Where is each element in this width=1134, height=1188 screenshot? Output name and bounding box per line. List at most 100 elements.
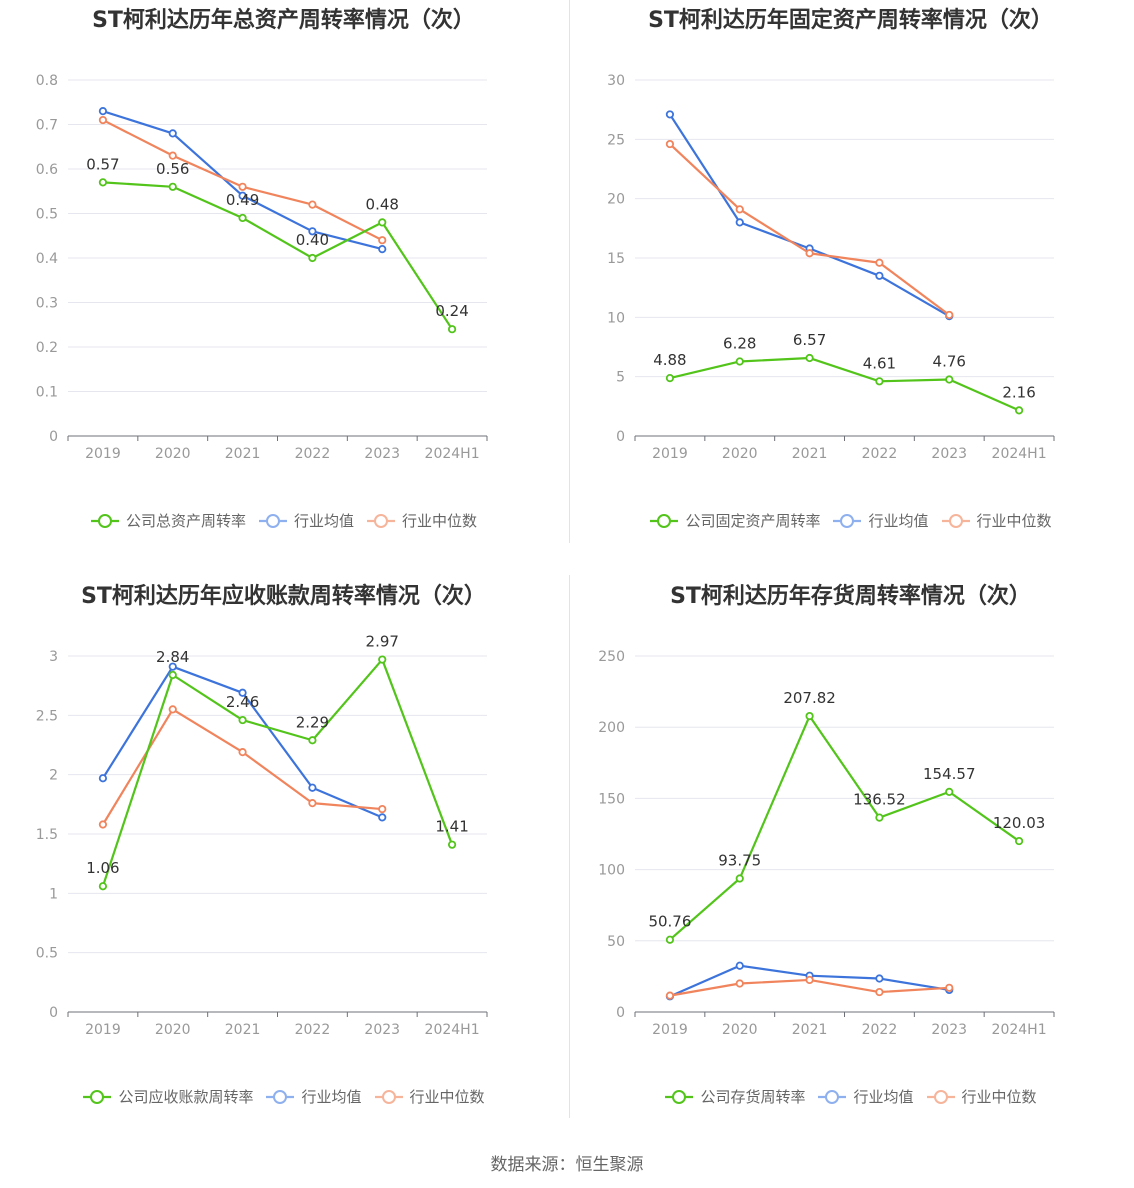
data-point[interactable] <box>378 804 387 814</box>
x-tick-label: 2020 <box>155 446 191 462</box>
data-point[interactable] <box>665 935 675 944</box>
fixed-asset-turnover-chart: 0 5 10 15 20 25 30 2019 2020 2021 2022 2023 2024H1 4.… <box>607 73 1055 462</box>
y-tick-label: 2.5 <box>36 708 58 724</box>
x-tick-label: 2022 <box>862 446 898 462</box>
data-point[interactable] <box>378 813 387 822</box>
x-tick-label: 2021 <box>225 1022 261 1038</box>
legend-item-company-series[interactable]: 公司固定资产周转率 <box>649 510 820 531</box>
data-point[interactable] <box>308 253 317 263</box>
x-tick-label: 2019 <box>652 1022 688 1038</box>
legend-item-industry-average-series[interactable]: 行业均值 <box>817 1086 914 1107</box>
y-tick-label: 30 <box>607 73 625 89</box>
data-point[interactable] <box>665 991 675 1000</box>
data-point[interactable] <box>1014 406 1024 415</box>
data-point[interactable] <box>805 711 814 721</box>
data-point[interactable] <box>735 357 744 366</box>
data-label: 2.16 <box>1002 383 1035 401</box>
data-point[interactable] <box>735 874 744 883</box>
data-point[interactable] <box>168 705 177 714</box>
series-line <box>102 119 383 242</box>
data-point[interactable] <box>1014 836 1024 846</box>
data-point[interactable] <box>805 975 814 985</box>
data-label: 0.48 <box>366 195 399 213</box>
industry-median-series <box>665 139 954 320</box>
data-label: 207.82 <box>783 689 836 707</box>
data-point[interactable] <box>447 325 457 334</box>
data-point[interactable] <box>945 787 954 796</box>
data-point[interactable] <box>875 974 884 983</box>
data-point[interactable] <box>168 182 177 191</box>
legend-item-company-series[interactable]: 公司应收账款周转率 <box>82 1086 253 1107</box>
data-point[interactable] <box>447 840 457 849</box>
data-point[interactable] <box>168 151 177 160</box>
data-label: 4.88 <box>653 351 686 369</box>
legend-item-industry-median-series[interactable]: 行业中位数 <box>926 1086 1037 1107</box>
y-tick-label: 200 <box>598 720 625 736</box>
data-point[interactable] <box>98 107 108 116</box>
legend-line-marker-icon <box>367 513 395 528</box>
data-point[interactable] <box>378 245 387 254</box>
x-tick-label: 2020 <box>722 1022 758 1038</box>
data-point[interactable] <box>308 227 317 236</box>
data-point[interactable] <box>805 353 814 363</box>
data-point[interactable] <box>875 987 884 997</box>
inventory-turnover-chart: 0 50 100 150 200 250 2019 2020 2021 2022 2023 2024H… <box>598 649 1055 1038</box>
legend-item-industry-median-series[interactable]: 行业中位数 <box>366 510 477 531</box>
data-point[interactable] <box>238 748 247 757</box>
data-point[interactable] <box>805 249 814 258</box>
y-tick-label: 2 <box>49 768 58 784</box>
data-point[interactable] <box>875 813 884 822</box>
data-point[interactable] <box>238 213 247 223</box>
data-point[interactable] <box>945 310 954 320</box>
data-point[interactable] <box>168 129 177 138</box>
data-point[interactable] <box>378 655 387 664</box>
data-point[interactable] <box>238 191 247 200</box>
legend-line-marker-icon <box>83 1089 112 1104</box>
data-point[interactable] <box>308 783 317 792</box>
data-point[interactable] <box>98 178 108 187</box>
y-tick-label: 0.6 <box>36 162 58 178</box>
data-point[interactable] <box>875 271 884 280</box>
data-point[interactable] <box>98 115 108 125</box>
legend-item-industry-average-series[interactable]: 行业均值 <box>258 510 354 531</box>
data-point[interactable] <box>665 373 675 383</box>
legend-line-marker-icon <box>665 1089 694 1104</box>
data-point[interactable] <box>238 715 247 725</box>
x-tick-label: 2019 <box>85 446 121 462</box>
data-point[interactable] <box>308 200 317 209</box>
legend-item-industry-median-series[interactable]: 行业中位数 <box>941 510 1052 531</box>
data-point[interactable] <box>308 736 317 745</box>
data-point[interactable] <box>735 979 744 988</box>
data-point[interactable] <box>875 377 884 386</box>
data-point[interactable] <box>378 236 387 245</box>
data-point[interactable] <box>665 139 675 149</box>
legend-item-company-series[interactable]: 公司总资产周转率 <box>90 510 246 531</box>
data-point[interactable] <box>735 205 744 214</box>
data-point[interactable] <box>875 258 884 267</box>
data-point[interactable] <box>735 218 744 227</box>
data-point[interactable] <box>98 820 108 829</box>
x-tick-label: 2023 <box>931 1022 967 1038</box>
data-point[interactable] <box>168 662 177 671</box>
legend-item-industry-average-series[interactable]: 行业均值 <box>832 510 929 531</box>
data-point[interactable] <box>665 110 675 119</box>
legend-item-industry-average-series[interactable]: 行业均值 <box>265 1086 362 1107</box>
data-point[interactable] <box>98 882 108 891</box>
data-point[interactable] <box>945 375 954 384</box>
legend-item-company-series[interactable]: 公司存货周转率 <box>664 1086 805 1107</box>
legend-item-industry-median-series[interactable]: 行业中位数 <box>374 1086 485 1107</box>
data-label: 136.52 <box>853 791 906 809</box>
data-point[interactable] <box>735 961 744 970</box>
y-tick-label: 100 <box>598 863 625 879</box>
data-point[interactable] <box>238 688 247 697</box>
data-point[interactable] <box>945 983 954 992</box>
data-point[interactable] <box>98 774 108 783</box>
data-point[interactable] <box>238 182 247 191</box>
data-point[interactable] <box>378 218 387 227</box>
y-tick-label: 10 <box>607 310 625 326</box>
data-label: 0.56 <box>156 160 189 178</box>
legend-line-marker-icon <box>90 513 119 528</box>
data-point[interactable] <box>168 670 177 680</box>
data-point[interactable] <box>308 799 317 808</box>
series-line <box>101 658 454 887</box>
